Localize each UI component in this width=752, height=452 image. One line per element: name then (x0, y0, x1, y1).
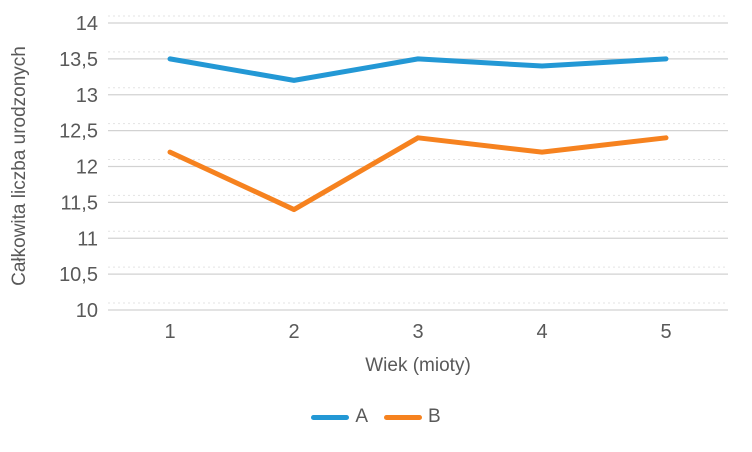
y-tick-label: 11,5 (61, 192, 98, 214)
x-tick-label: 3 (412, 321, 423, 343)
legend: A B (0, 406, 752, 428)
legend-label-series-a: A (355, 406, 368, 427)
legend-item-series-a: A (311, 406, 368, 428)
y-tick-label: 13,5 (59, 49, 98, 71)
y-tick-label: 10,5 (59, 264, 98, 286)
y-tick-label: 13 (76, 85, 98, 107)
series-a-line (167, 56, 669, 83)
x-tick-label: 2 (288, 321, 299, 343)
x-tick-label: 1 (164, 321, 175, 343)
x-tick-label: 5 (660, 321, 671, 343)
y-tick-label: 10 (76, 300, 98, 322)
y-tick-label: 12,5 (59, 121, 98, 143)
y-tick-label: 14 (76, 13, 98, 35)
series-a-line-swatch (311, 414, 350, 420)
legend-label-series-b: B (428, 406, 441, 427)
series-b-line-swatch (384, 414, 422, 420)
x-tick-label: 4 (536, 321, 547, 343)
legend-item-series-b: B (384, 406, 441, 428)
x-axis-title: Wiek (mioty) (365, 355, 471, 376)
y-axis-title: Całkowita liczba urodzonych (9, 46, 30, 286)
series-b-line (167, 135, 669, 213)
y-tick-label: 12 (76, 157, 98, 179)
y-tick-label: 11 (77, 228, 98, 250)
